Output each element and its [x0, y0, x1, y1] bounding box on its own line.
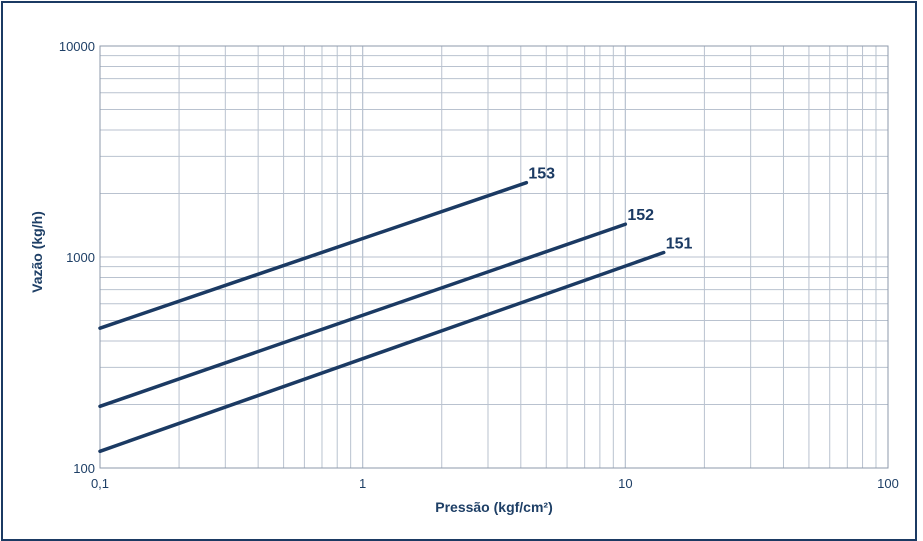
x-tick-label: 0,1 [91, 476, 109, 491]
y-tick-label: 10000 [59, 39, 95, 54]
series-line-153 [98, 180, 529, 330]
series-label-152: 152 [627, 207, 654, 224]
y-tick-label: 1000 [66, 250, 95, 265]
y-axis-title: Vazão (kg/h) [29, 211, 45, 293]
x-tick-label: 10 [618, 476, 632, 491]
chart-series: 153 152 151 [98, 166, 693, 454]
series-label-151: 151 [666, 236, 693, 253]
x-axis-title: Pressão (kgf/cm²) [435, 499, 552, 515]
series-label-153: 153 [528, 166, 555, 183]
y-tick-label: 100 [73, 461, 95, 476]
x-axis-tick-labels: 0,1 1 10 100 [91, 476, 899, 491]
y-axis-tick-labels: 100 1000 10000 [59, 39, 95, 476]
series-line-152 [98, 222, 628, 409]
series-line-151 [98, 250, 666, 454]
x-tick-label: 100 [877, 476, 899, 491]
x-tick-label: 1 [359, 476, 366, 491]
plot-area [99, 45, 889, 469]
chart-grid [99, 45, 889, 469]
plot-border [99, 45, 889, 469]
